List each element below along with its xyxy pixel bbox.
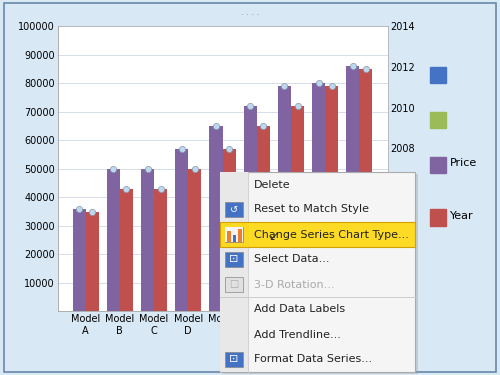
Bar (291, 106, 304, 311)
Text: ↺: ↺ (230, 204, 238, 214)
Text: Add Data Labels: Add Data Labels (254, 304, 345, 315)
Bar (346, 66, 360, 311)
Bar (244, 106, 256, 311)
Bar (86, 211, 98, 311)
Text: □: □ (230, 279, 238, 290)
Bar (141, 169, 154, 311)
Bar (188, 169, 202, 311)
Text: Change Series Chart Type...: Change Series Chart Type... (254, 230, 409, 240)
Bar (256, 126, 270, 311)
Bar (210, 126, 222, 311)
Bar (106, 169, 120, 311)
Text: Delete: Delete (254, 180, 290, 189)
Text: ↙: ↙ (268, 230, 278, 243)
Text: ⊡: ⊡ (230, 354, 238, 364)
Bar (278, 86, 291, 311)
Bar (120, 189, 133, 311)
Bar (222, 149, 235, 311)
Text: Price: Price (450, 158, 477, 168)
Bar (325, 86, 338, 311)
Bar (175, 149, 188, 311)
Text: Year: Year (450, 211, 473, 220)
Text: 3-D Rotation...: 3-D Rotation... (254, 279, 334, 290)
Text: ⊡: ⊡ (230, 255, 238, 264)
Text: Add Trendline...: Add Trendline... (254, 330, 341, 339)
Text: . . . .: . . . . (241, 8, 259, 17)
Text: Select Data...: Select Data... (254, 255, 330, 264)
Bar (72, 209, 86, 311)
Bar (312, 83, 325, 311)
Bar (360, 69, 372, 311)
Bar (154, 189, 167, 311)
Text: Reset to Match Style: Reset to Match Style (254, 204, 369, 214)
Text: Format Data Series...: Format Data Series... (254, 354, 372, 364)
